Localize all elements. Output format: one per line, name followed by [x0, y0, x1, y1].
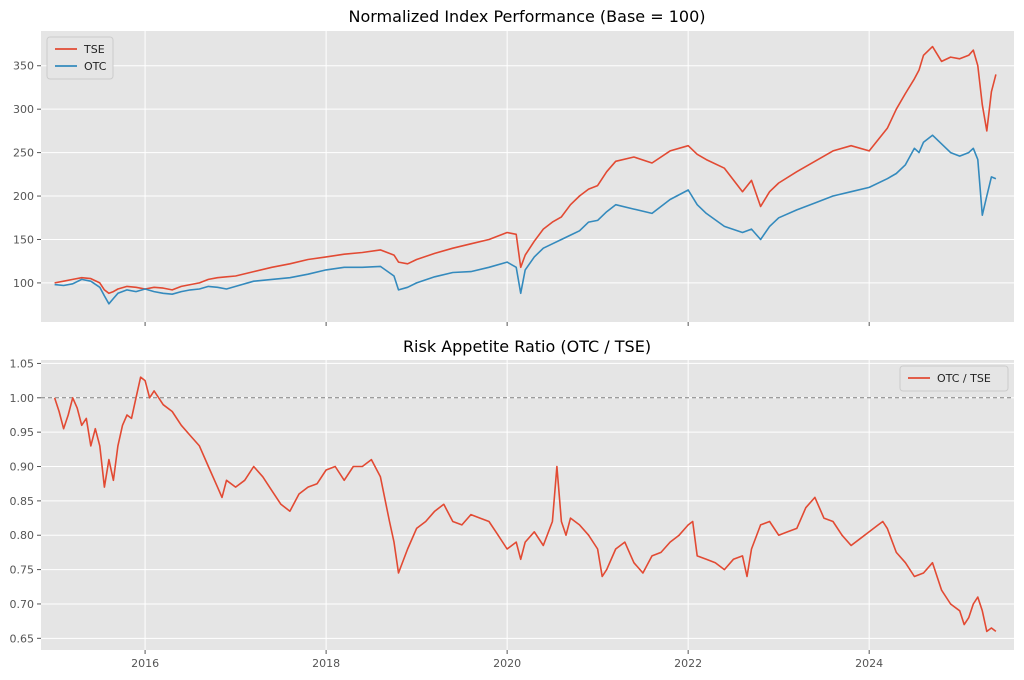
bottom-y-tick-label: 1.00 — [10, 392, 35, 405]
bottom-x-tick-label: 2016 — [131, 657, 159, 670]
chart-title-risk-appetite-ratio: Risk Appetite Ratio (OTC / TSE) — [403, 337, 651, 356]
top-legend-box — [46, 36, 114, 80]
bottom-x-tick-label: 2022 — [674, 657, 702, 670]
top-y-tick-label: 300 — [13, 103, 34, 116]
bottom-plot-area — [41, 360, 1014, 650]
top-y-tick-label: 100 — [13, 277, 34, 290]
top-y-tick-label: 250 — [13, 147, 34, 160]
bottom-y-tick-label: 0.90 — [10, 461, 35, 474]
bottom-x-tick-label: 2020 — [493, 657, 521, 670]
bottom-y-tick-label: 0.85 — [10, 495, 35, 508]
top-legend: TSE OTC — [46, 36, 114, 80]
bottom-y-tick-label: 0.80 — [10, 529, 35, 542]
bottom-legend-label: OTC / TSE — [937, 372, 991, 385]
index-performance-chart: Normalized Index Performance (Base = 100… — [13, 7, 1014, 326]
top-series-line-tse — [54, 45, 997, 295]
risk-appetite-ratio-chart: Risk Appetite Ratio (OTC / TSE) 2016 2018… — [10, 337, 1014, 670]
chart-title-index-performance: Normalized Index Performance (Base = 100… — [349, 7, 706, 26]
top-series-line-otc — [54, 134, 997, 305]
top-y-tick-label: 350 — [13, 60, 34, 73]
bottom-legend-box — [899, 365, 1009, 392]
bottom-y-tick-label: 0.75 — [10, 564, 35, 577]
top-plot-area — [41, 31, 1014, 322]
bottom-y-tick-label: 0.65 — [10, 632, 35, 645]
bottom-y-tick-label: 0.70 — [10, 598, 35, 611]
top-legend-label: TSE — [83, 43, 105, 56]
top-y-tick-label: 200 — [13, 190, 34, 203]
bottom-y-tick-label: 1.05 — [10, 357, 35, 370]
bottom-y-tick-label: 0.95 — [10, 426, 35, 439]
top-legend-label: OTC — [84, 60, 107, 73]
bottom-x-tick-label: 2024 — [855, 657, 883, 670]
bottom-series-line-otc-tse — [53, 376, 997, 633]
bottom-legend: OTC / TSE — [899, 365, 1009, 392]
top-y-tick-label: 150 — [13, 233, 34, 246]
bottom-x-tick-label: 2018 — [312, 657, 340, 670]
